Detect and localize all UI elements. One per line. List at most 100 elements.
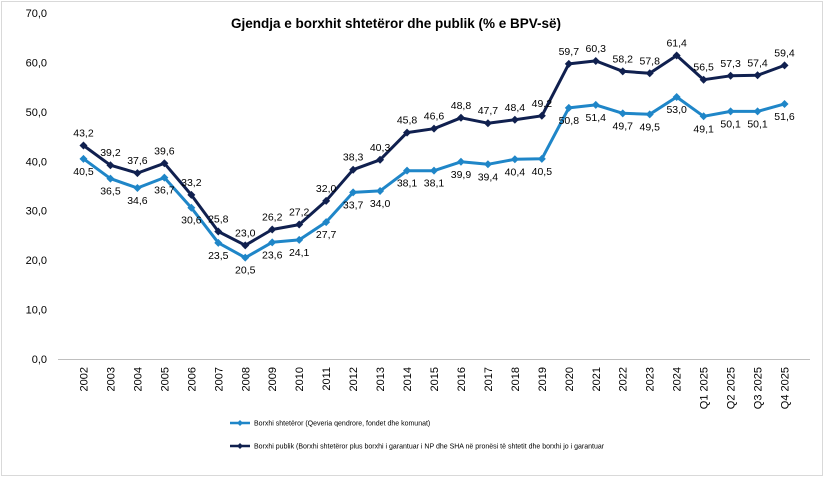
data-label: 49,5 xyxy=(639,121,660,133)
x-tick-label: 2018 xyxy=(510,367,522,391)
data-point xyxy=(133,183,142,192)
data-label: 39,4 xyxy=(478,171,499,183)
data-label: 27,2 xyxy=(289,207,310,219)
x-tick-label: 2013 xyxy=(375,367,387,391)
data-labels: 40,5 36,5 34,6 36,7 30,6 23,5 20,5 23,6 24,1 27,7… xyxy=(73,38,795,277)
legend-marker xyxy=(237,443,243,449)
data-point xyxy=(160,173,169,182)
data-label: 20,5 xyxy=(235,265,256,277)
data-label: 25,8 xyxy=(208,213,229,225)
x-tick-label: 2021 xyxy=(591,367,603,391)
data-point xyxy=(456,157,465,166)
x-tick-label: 2020 xyxy=(564,367,576,391)
data-label: 36,7 xyxy=(154,185,175,197)
data-point xyxy=(456,113,465,122)
x-tick-label: 2015 xyxy=(429,367,441,391)
data-point xyxy=(591,56,600,65)
data-point xyxy=(753,107,762,116)
data-point xyxy=(268,225,277,234)
data-label: 57,8 xyxy=(639,55,660,67)
data-point xyxy=(510,155,519,164)
data-label: 53,0 xyxy=(666,104,687,116)
x-tick-label: Q1 2025 xyxy=(699,367,711,409)
x-tick-label: 2008 xyxy=(240,367,252,391)
data-point xyxy=(699,75,708,84)
data-point xyxy=(726,107,735,116)
data-point xyxy=(564,103,573,112)
data-point xyxy=(780,99,789,108)
x-tick-label: 2014 xyxy=(402,367,414,391)
y-tick-label: 20,0 xyxy=(26,255,47,267)
data-point xyxy=(241,253,250,262)
data-label: 37,6 xyxy=(127,155,148,167)
data-point xyxy=(645,110,654,119)
data-point xyxy=(79,141,88,150)
x-tick-label: 2022 xyxy=(618,367,630,391)
data-point xyxy=(618,67,627,76)
data-label: 38,1 xyxy=(424,178,445,190)
data-label: 51,6 xyxy=(774,111,795,123)
data-point xyxy=(430,166,438,175)
x-tick-label: 2010 xyxy=(294,367,306,391)
data-point xyxy=(295,220,304,229)
data-label: 43,2 xyxy=(73,127,94,139)
chart-title: Gjendja e borxhit shtetëror dhe publik (… xyxy=(231,16,561,31)
y-tick-label: 30,0 xyxy=(26,206,47,218)
data-label: 23,5 xyxy=(208,250,229,262)
data-label: 49,2 xyxy=(532,98,553,110)
y-tick-label: 40,0 xyxy=(26,156,47,168)
data-label: 23,6 xyxy=(262,249,283,261)
data-point xyxy=(268,238,277,247)
data-label: 59,4 xyxy=(774,47,795,59)
data-point xyxy=(376,155,385,164)
data-label: 40,4 xyxy=(505,166,526,178)
data-label: 48,8 xyxy=(451,100,472,112)
legend-marker xyxy=(237,420,243,426)
data-point xyxy=(564,59,573,68)
data-label: 50,1 xyxy=(720,118,741,130)
data-point xyxy=(133,169,142,178)
data-label: 49,7 xyxy=(613,120,634,132)
data-label: 61,4 xyxy=(666,38,687,50)
data-label: 23,0 xyxy=(235,227,256,239)
x-tick-label: 2004 xyxy=(132,367,144,391)
data-label: 45,8 xyxy=(397,115,418,127)
data-label: 33,7 xyxy=(343,199,364,211)
y-tick-label: 60,0 xyxy=(26,57,47,69)
data-label: 38,3 xyxy=(343,152,364,164)
data-label: 24,1 xyxy=(289,247,310,259)
x-tick-label: Q4 2025 xyxy=(780,367,792,409)
y-tick-label: 70,0 xyxy=(26,8,47,20)
data-label: 40,3 xyxy=(370,142,391,154)
x-tick-label: 2024 xyxy=(672,367,684,391)
x-tick-label: 2007 xyxy=(213,367,225,391)
x-tick-label: 2011 xyxy=(321,367,333,391)
data-point xyxy=(79,154,88,163)
data-label: 39,2 xyxy=(100,147,121,159)
data-point xyxy=(780,61,789,70)
data-label: 50,8 xyxy=(559,115,580,127)
y-tick-label: 0,0 xyxy=(32,354,47,366)
data-point xyxy=(349,188,358,197)
data-label: 60,3 xyxy=(586,43,607,55)
data-label: 40,5 xyxy=(73,166,94,178)
data-point xyxy=(726,71,735,80)
x-tick-label: Q2 2025 xyxy=(726,367,738,409)
data-point xyxy=(591,100,600,109)
data-label: 57,4 xyxy=(747,57,768,69)
legend-entry: Borxhi publik (Borxhi shtetëror plus bor… xyxy=(254,444,605,451)
data-label: 26,2 xyxy=(262,211,283,223)
data-point xyxy=(537,154,546,163)
data-point xyxy=(187,203,196,212)
data-label: 36,5 xyxy=(100,186,121,198)
data-label: 34,6 xyxy=(127,195,148,207)
data-label: 39,6 xyxy=(154,145,175,157)
data-point xyxy=(322,196,331,205)
data-point xyxy=(295,235,304,244)
data-label: 58,2 xyxy=(613,53,634,65)
data-label: 32,0 xyxy=(316,183,337,195)
x-tick-label: 2002 xyxy=(78,367,90,391)
data-point xyxy=(403,166,412,175)
data-label: 47,7 xyxy=(478,105,499,117)
